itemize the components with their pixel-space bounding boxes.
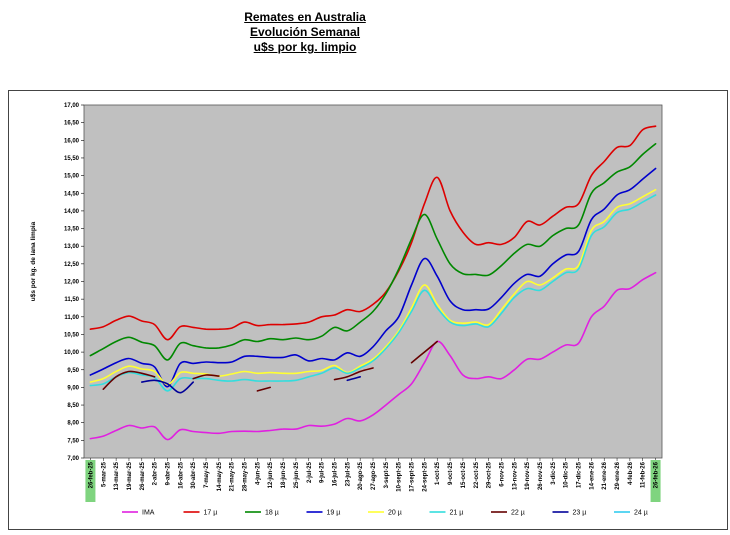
y-tick-label: 9,00 <box>67 385 79 391</box>
series-line-IMA <box>89 271 657 441</box>
series-line-23 <box>346 376 361 382</box>
series-lines <box>89 125 657 441</box>
x-tick-label: 13-mar-25 <box>114 461 120 490</box>
y-tick-label: 12,50 <box>64 262 80 268</box>
legend-label: 19 µ <box>327 510 341 517</box>
series-line-22 <box>333 367 374 381</box>
x-tick-label: 1-oct-25 <box>435 461 441 485</box>
plot-area <box>83 104 663 459</box>
x-tick-label: 5-mar-25 <box>101 461 107 487</box>
x-tick-label: 19-mar-25 <box>127 461 133 490</box>
x-tick-label: 10-dic-25 <box>564 461 570 488</box>
legend-label: 23 µ <box>573 510 587 517</box>
x-tick-label: 19-nov-25 <box>525 461 531 490</box>
x-tick-label: 16-jul-25 <box>332 461 338 486</box>
x-tick-label: 4-feb-26 <box>628 461 634 485</box>
series-line-20 <box>89 188 657 386</box>
title-line-1: Remates en Australia <box>244 10 366 24</box>
x-tick-label: 7-may-25 <box>204 461 210 488</box>
series-line-23 <box>141 379 194 394</box>
y-tick-label: 16,50 <box>64 121 80 127</box>
y-tick-label: 8,00 <box>67 421 79 427</box>
x-tick-label: 24-sept-25 <box>422 461 428 491</box>
x-tick-label: 26-feb-26 <box>654 461 660 488</box>
y-tick-label: 7,50 <box>67 438 79 444</box>
y-tick-label: 15,50 <box>64 156 80 162</box>
x-tick-label: 21-may-25 <box>230 461 236 491</box>
y-tick-label: 11,00 <box>64 315 79 321</box>
x-tick-label: 25-jun-25 <box>294 461 300 488</box>
y-tick-label: 10,00 <box>64 350 80 356</box>
y-tick-label: 8,50 <box>67 403 79 409</box>
y-tick-label: 9,50 <box>67 368 79 374</box>
x-tick-label: 15-oct-25 <box>461 461 467 488</box>
x-tick-label: 12-jun-25 <box>268 461 274 488</box>
y-tick-label: 17,00 <box>64 103 80 109</box>
x-tick-label: 3-sept-25 <box>384 461 390 488</box>
y-tick-label: 15,00 <box>64 174 80 180</box>
x-tick-label: 20-ago-25 <box>358 461 364 490</box>
series-line-22 <box>410 340 438 364</box>
y-tick-label: 14,50 <box>64 191 80 197</box>
x-tick-label: 13-nov-25 <box>512 461 518 490</box>
x-tick-label: 26-mar-25 <box>140 461 146 490</box>
x-tick-label: 22-oct-25 <box>474 461 480 488</box>
x-tick-label: 9-jul-25 <box>320 461 326 483</box>
legend-label: 17 µ <box>204 510 218 517</box>
x-tick-label: 4-jun-25 <box>255 461 261 485</box>
x-tick-label: 18-jun-25 <box>281 461 287 488</box>
x-tick-label: 2-jul-25 <box>307 461 313 483</box>
title-line-3: u$s por kg. limpio <box>253 40 357 54</box>
y-tick-label: 11,50 <box>64 297 79 303</box>
x-tick-label: 9-abr-25 <box>165 461 171 485</box>
series-line-17 <box>89 125 657 341</box>
chart-title: Remates en Australia Evolución Semanal u… <box>0 10 610 55</box>
y-tick-label: 7,00 <box>67 456 79 462</box>
x-tick-label: 17-dic-25 <box>577 461 583 488</box>
x-tick-label: 21-ene-26 <box>602 461 608 489</box>
legend-label: 24 µ <box>634 510 648 517</box>
x-tick-label: 28-may-25 <box>243 461 249 491</box>
y-tick-label: 13,00 <box>64 244 80 250</box>
x-tick-label: 17-sept-25 <box>410 461 416 491</box>
x-tick-label: 26-nov-25 <box>538 461 544 490</box>
y-tick-label: 16,00 <box>64 138 80 144</box>
x-tick-highlight <box>85 460 96 502</box>
series-line-19 <box>89 167 657 388</box>
x-tick-label: 27-ago-25 <box>371 461 377 490</box>
y-tick-label: 10,50 <box>64 332 80 338</box>
y-axis-label: u$s por kg. de lana limpia <box>30 221 37 301</box>
x-tick-label: 14-ene-26 <box>589 461 595 489</box>
x-tick-label: 2-abr-25 <box>153 461 159 485</box>
series-line-22 <box>256 386 271 392</box>
title-line-2: Evolución Semanal <box>249 25 361 39</box>
x-tick-label: 23-jul-25 <box>345 461 351 486</box>
series-line-21 <box>89 194 657 392</box>
x-tick-label: 10-sept-25 <box>397 461 403 491</box>
y-tick-label: 14,00 <box>64 209 80 215</box>
x-tick-highlight <box>650 460 661 502</box>
x-tick-label: 3-dic-25 <box>551 461 557 484</box>
legend-label: IMA <box>142 510 155 517</box>
x-tick-label: 26-feb-25 <box>88 461 94 488</box>
series-line-22 <box>192 374 220 380</box>
y-tick-label: 13,50 <box>64 227 80 233</box>
x-tick-label: 11-feb-26 <box>641 461 647 488</box>
series-line-18 <box>89 143 657 361</box>
x-tick-label: 9-oct-25 <box>448 461 454 485</box>
x-tick-label: 29-ene-26 <box>615 461 621 489</box>
x-tick-label: 14-may-25 <box>217 461 223 491</box>
y-tick-label: 12,00 <box>64 280 80 286</box>
x-tick-label: 16-abr-25 <box>178 461 184 488</box>
legend-label: 18 µ <box>265 510 279 517</box>
legend-label: 22 µ <box>511 510 525 517</box>
legend-label: 20 µ <box>388 510 402 517</box>
legend-label: 21 µ <box>450 510 464 517</box>
x-tick-label: 29-oct-25 <box>487 461 493 488</box>
series-line-22 <box>102 370 156 390</box>
x-tick-label: 6-nov-25 <box>499 461 505 486</box>
x-tick-label: 30-abr-25 <box>191 461 197 488</box>
